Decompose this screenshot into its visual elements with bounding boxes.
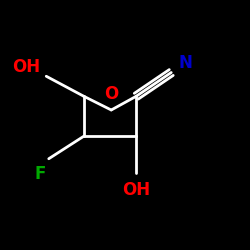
Text: OH: OH [12,58,40,76]
Text: F: F [34,165,46,183]
Text: OH: OH [122,181,150,199]
Text: N: N [179,54,192,72]
Text: O: O [104,85,118,103]
